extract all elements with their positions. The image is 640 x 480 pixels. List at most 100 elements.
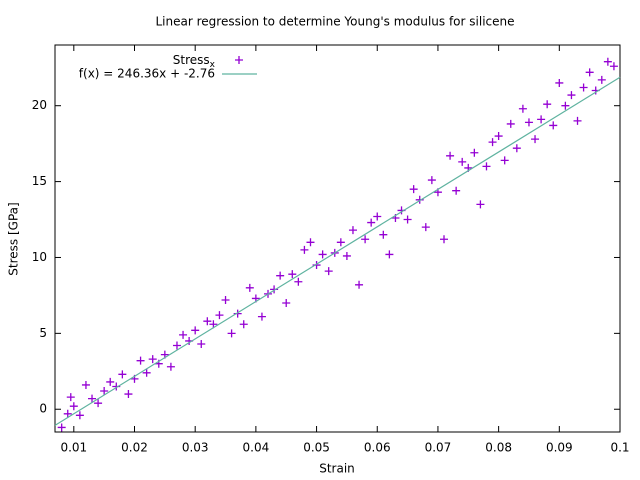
data-point: [403, 215, 412, 224]
data-point: [306, 238, 315, 247]
data-point: [179, 330, 188, 339]
y-axis-label: Stress [GPa]: [7, 202, 21, 275]
data-point: [63, 409, 72, 418]
x-tick-label: 0.03: [182, 441, 209, 455]
data-point: [288, 270, 297, 279]
data-point: [585, 68, 594, 77]
data-point: [324, 267, 333, 276]
data-point: [257, 312, 266, 321]
y-tick-label: 10: [32, 250, 47, 264]
data-point: [385, 250, 394, 259]
data-point: [494, 132, 503, 141]
data-point: [603, 57, 612, 66]
data-point: [476, 200, 485, 209]
data-point: [342, 251, 351, 260]
data-point: [537, 115, 546, 124]
data-point: [118, 370, 127, 379]
data-point: [203, 317, 212, 326]
x-tick-label: 0.06: [364, 441, 391, 455]
data-point: [379, 230, 388, 239]
data-point: [142, 368, 151, 377]
data-point: [506, 119, 515, 128]
data-point: [427, 176, 436, 185]
data-point: [446, 151, 455, 160]
legend-name: Stress: [173, 53, 210, 67]
x-tick-label: 0.04: [243, 441, 270, 455]
data-point: [512, 144, 521, 153]
data-point: [531, 135, 540, 144]
data-point: [597, 75, 606, 84]
data-point: [100, 387, 109, 396]
x-tick-label: 0.07: [425, 441, 452, 455]
data-point: [488, 138, 497, 147]
data-point: [361, 235, 370, 244]
data-point: [172, 341, 181, 350]
data-point: [81, 380, 90, 389]
data-point: [367, 218, 376, 227]
chart-title: Linear regression to determine Young's m…: [156, 15, 515, 29]
data-point: [440, 235, 449, 244]
data-point: [66, 393, 75, 402]
legend-label: f(x) = 246.36x + -2.76: [79, 67, 215, 81]
data-point: [336, 238, 345, 247]
data-point: [458, 157, 467, 166]
data-point: [543, 100, 552, 109]
data-point: [482, 162, 491, 171]
data-point: [136, 356, 145, 365]
data-point: [579, 83, 588, 92]
x-tick-label: 0.09: [546, 441, 573, 455]
data-point: [470, 148, 479, 157]
data-point: [245, 283, 254, 292]
data-point: [215, 311, 224, 320]
x-axis-label: Strain: [319, 462, 355, 476]
data-point: [452, 186, 461, 195]
legend-marker: [235, 56, 243, 64]
data-point: [567, 91, 576, 100]
data-point: [282, 299, 291, 307]
legend-label: Stressx: [173, 53, 216, 70]
data-point: [294, 277, 303, 286]
y-tick-label: 0: [39, 402, 47, 416]
data-point: [300, 245, 309, 254]
data-point: [518, 104, 527, 113]
plot-frame: [54, 44, 621, 433]
y-tick-label: 20: [32, 98, 47, 112]
data-point: [421, 223, 430, 232]
data-point: [415, 195, 424, 204]
data-point: [524, 118, 533, 127]
data-point: [106, 377, 115, 386]
data-point: [148, 355, 157, 364]
data-point: [348, 226, 357, 235]
data-point: [312, 261, 321, 270]
fit-line: [54, 76, 621, 426]
data-point: [318, 250, 327, 259]
x-tick-label: 0.08: [485, 441, 512, 455]
data-point: [609, 62, 618, 71]
data-point: [233, 309, 242, 318]
data-point: [88, 394, 97, 403]
x-tick-label: 0.02: [121, 441, 148, 455]
data-point: [69, 402, 78, 411]
data-point: [555, 78, 564, 87]
data-point: [355, 280, 364, 289]
data-point: [573, 116, 582, 125]
legend-subscript: x: [210, 60, 216, 70]
data-point: [75, 411, 84, 420]
data-point: [124, 390, 133, 399]
data-point: [409, 185, 418, 194]
data-point: [561, 101, 570, 110]
x-tick-label: 0.05: [303, 441, 330, 455]
data-point: [57, 423, 66, 432]
data-point: [197, 339, 206, 348]
x-tick-label: 0.01: [60, 441, 87, 455]
data-point: [549, 121, 558, 130]
data-point: [227, 329, 236, 338]
data-point: [373, 212, 382, 221]
data-point: [191, 326, 200, 335]
y-tick-label: 15: [32, 174, 47, 188]
data-point: [221, 295, 230, 304]
data-point: [209, 320, 218, 329]
data-point: [500, 156, 509, 165]
data-point: [94, 399, 103, 408]
